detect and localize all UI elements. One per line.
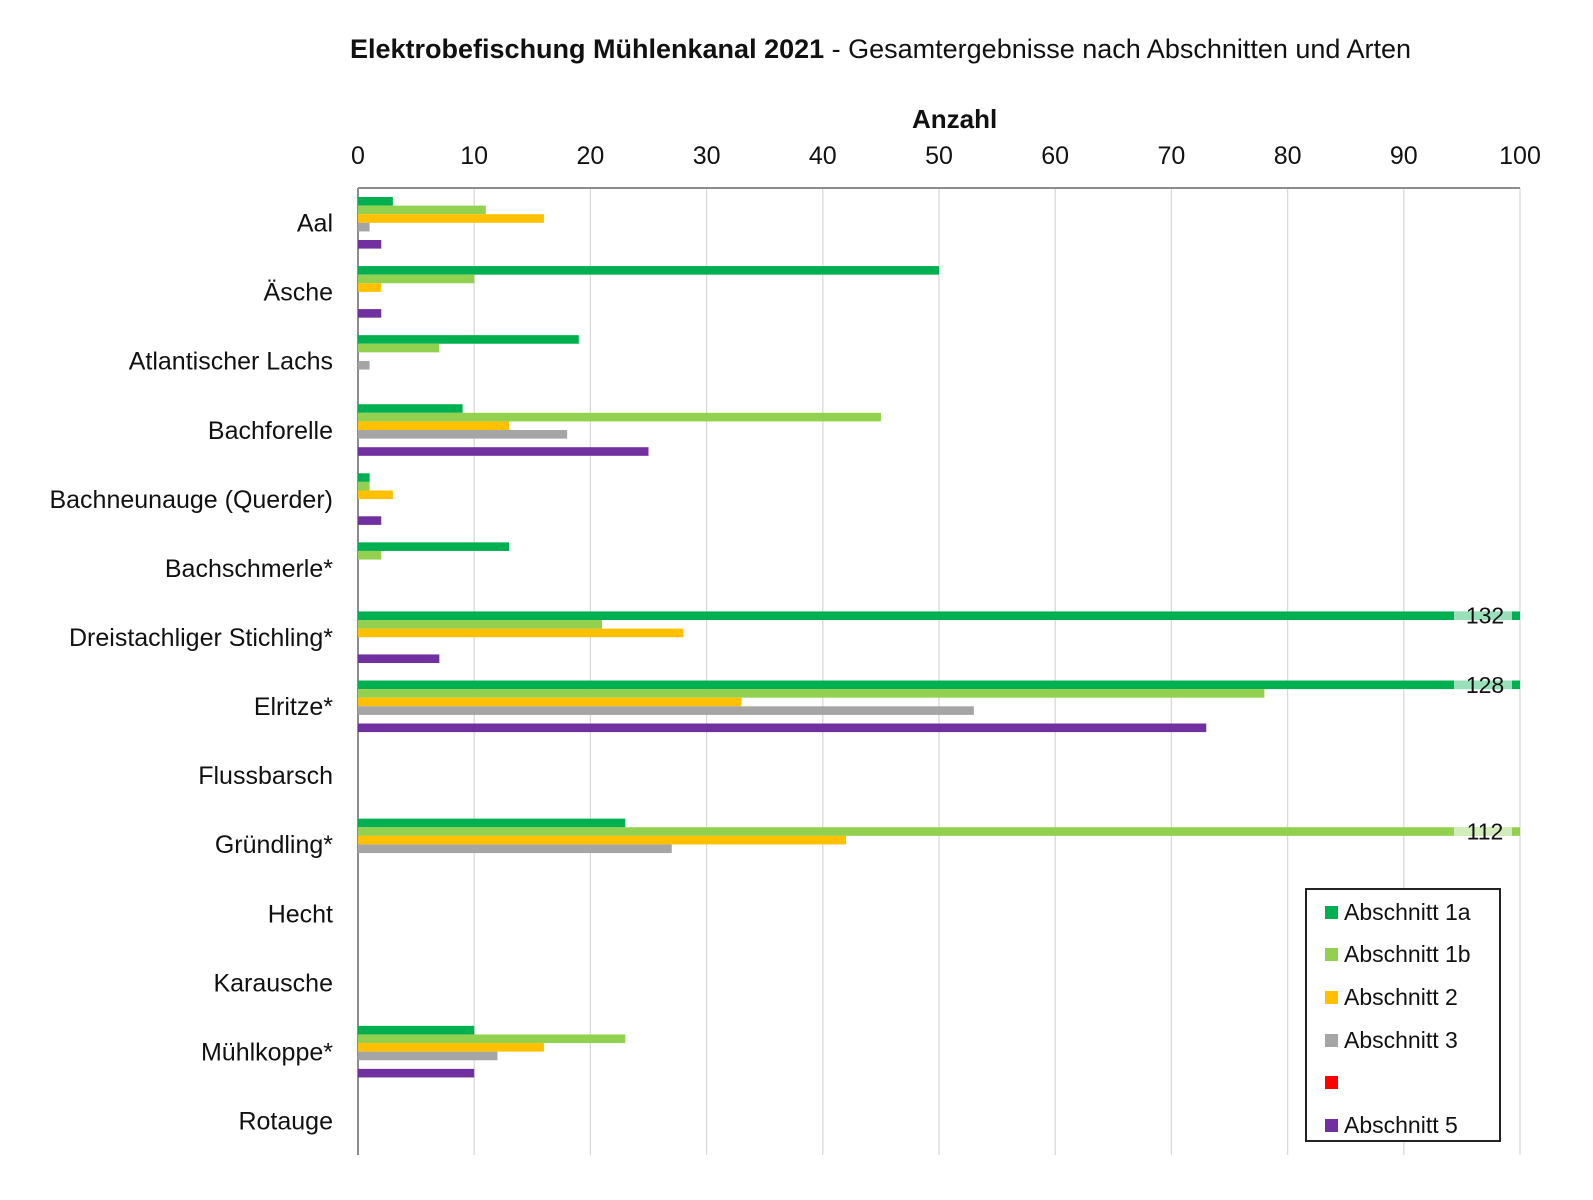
bar — [358, 680, 1520, 690]
bar — [358, 706, 974, 715]
legend-swatch — [1325, 948, 1338, 962]
category-label: Flussbarsch — [198, 762, 333, 790]
legend-swatch — [1325, 1033, 1338, 1047]
legend-label: Abschnitt 3 — [1344, 1026, 1458, 1053]
x-tick-label: 90 — [1390, 142, 1418, 170]
bar — [358, 827, 1520, 836]
bar — [358, 697, 742, 707]
bar — [358, 266, 939, 275]
bar — [358, 335, 579, 344]
legend-swatch — [1325, 1076, 1338, 1090]
bar — [358, 550, 382, 560]
legend-swatch — [1325, 1119, 1338, 1132]
data-label: 132 — [1466, 603, 1504, 629]
legend-swatch — [1325, 990, 1338, 1004]
x-tick-label: 80 — [1274, 142, 1302, 170]
bar — [358, 542, 510, 551]
bar — [358, 430, 568, 439]
bar — [358, 1068, 475, 1078]
bar — [358, 404, 463, 413]
legend-label: Abschnitt 5 — [1344, 1112, 1458, 1138]
legend-label: Abschnitt 1b — [1344, 941, 1471, 968]
bar — [358, 844, 672, 854]
category-label: Bachforelle — [208, 417, 333, 445]
category-label: Äsche — [264, 279, 333, 307]
category-label: Rotauge — [238, 1107, 333, 1135]
category-label: Gründling* — [215, 831, 333, 859]
category-label: Dreistachliger Stichling* — [69, 624, 333, 652]
legend-item: Abschnitt 1b — [1325, 939, 1471, 971]
category-label: Elritze* — [254, 693, 333, 721]
category-label: Atlantischer Lachs — [129, 348, 333, 376]
bar — [358, 1025, 475, 1035]
bar — [358, 283, 382, 292]
bar — [358, 620, 603, 629]
bar — [358, 490, 393, 500]
bar — [358, 723, 1207, 733]
x-axis-label: Anzahl — [912, 104, 998, 134]
bar — [358, 309, 382, 318]
x-tick-label: 0 — [351, 142, 365, 170]
bar — [358, 214, 544, 223]
bar-break-marker — [1454, 680, 1512, 690]
category-label: Karausche — [213, 969, 333, 997]
category-label: Bachschmerle* — [165, 555, 333, 583]
bar — [358, 421, 510, 431]
bar-break-marker — [1454, 827, 1512, 836]
category-label: Aal — [297, 210, 333, 238]
bar — [358, 240, 382, 249]
legend-item: Abschnitt 2 — [1325, 981, 1458, 1013]
bar — [358, 481, 370, 491]
x-tick-label: 40 — [809, 142, 837, 170]
category-label: Hecht — [268, 900, 333, 928]
x-tick-label: 30 — [693, 142, 721, 170]
data-label: 128 — [1466, 672, 1504, 698]
x-tick-label: 70 — [1157, 142, 1185, 170]
bar — [358, 1034, 626, 1044]
legend-item: Abschnitt 3 — [1325, 1024, 1458, 1056]
x-tick-label: 10 — [460, 142, 488, 170]
bar — [358, 818, 626, 828]
legend-item — [1325, 1067, 1344, 1099]
bar — [358, 654, 440, 664]
x-tick-label: 20 — [576, 142, 604, 170]
bar — [358, 689, 1265, 698]
bar — [358, 360, 370, 370]
bar — [358, 473, 370, 482]
legend-label: Abschnitt 2 — [1344, 983, 1458, 1010]
category-label: Bachneunauge (Querder) — [49, 486, 333, 514]
bar — [358, 1043, 544, 1052]
chart-title: Elektrobefischung Mühlenkanal 2021 - Ges… — [350, 34, 1411, 65]
bar — [358, 205, 486, 215]
legend-item: Abschnitt 1a — [1325, 896, 1471, 928]
bar — [358, 447, 649, 456]
bar — [358, 835, 847, 845]
bar — [358, 343, 440, 353]
bar-break-marker — [1454, 611, 1512, 621]
bar — [358, 274, 475, 284]
x-tick-label: 100 — [1499, 142, 1541, 170]
bar — [358, 222, 370, 232]
bar — [358, 611, 1520, 621]
bar — [358, 1051, 498, 1061]
bar — [358, 516, 382, 525]
data-label: 112 — [1467, 819, 1504, 845]
bar — [358, 412, 881, 422]
x-tick-label: 50 — [925, 142, 953, 170]
chart-title-bold: Elektrobefischung Mühlenkanal 2021 — [350, 34, 825, 64]
bar — [358, 197, 393, 206]
bar — [358, 628, 684, 638]
chart-legend: Abschnitt 1a Abschnitt 1b Abschnitt 2 Absch… — [1305, 888, 1501, 1142]
legend-label: Abschnitt 1a — [1344, 898, 1471, 925]
category-label: Mühlkoppe* — [201, 1038, 333, 1066]
legend-swatch — [1325, 905, 1338, 919]
x-tick-label: 60 — [1041, 142, 1069, 170]
legend-item: Abschnitt 5 — [1325, 1110, 1458, 1142]
chart-title-rest: - Gesamtergebnisse nach Abschnitten und … — [824, 34, 1411, 64]
